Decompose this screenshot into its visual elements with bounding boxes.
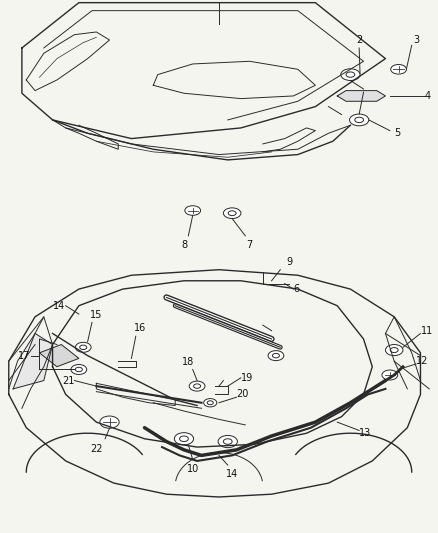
Circle shape [218, 435, 237, 448]
Circle shape [75, 342, 91, 352]
Text: 9: 9 [286, 257, 292, 267]
Text: 6: 6 [293, 284, 300, 294]
Text: 8: 8 [181, 240, 187, 250]
Text: 15: 15 [90, 310, 102, 320]
Text: 5: 5 [394, 128, 400, 138]
Circle shape [71, 365, 87, 375]
Circle shape [350, 114, 369, 126]
Text: 7: 7 [247, 240, 253, 250]
Text: 17: 17 [18, 351, 31, 361]
Circle shape [341, 69, 360, 80]
Polygon shape [337, 91, 385, 101]
Text: 21: 21 [62, 376, 74, 385]
Text: 22: 22 [90, 445, 102, 454]
Text: 19: 19 [241, 373, 253, 383]
Circle shape [382, 370, 398, 380]
Text: 14: 14 [53, 301, 66, 311]
Circle shape [391, 64, 406, 74]
Text: 16: 16 [134, 324, 146, 334]
Polygon shape [13, 334, 53, 389]
Text: 18: 18 [182, 357, 194, 367]
Text: 12: 12 [416, 356, 428, 366]
Text: 11: 11 [420, 326, 433, 336]
Text: 10: 10 [187, 464, 199, 474]
Text: 2: 2 [356, 35, 362, 45]
Text: 4: 4 [425, 91, 431, 101]
Text: 3: 3 [413, 35, 419, 45]
Circle shape [174, 433, 194, 445]
Circle shape [204, 399, 217, 407]
Polygon shape [39, 344, 79, 367]
Circle shape [268, 351, 284, 361]
Circle shape [100, 416, 119, 428]
Circle shape [189, 381, 205, 391]
Text: 20: 20 [237, 390, 249, 399]
Text: 13: 13 [359, 428, 371, 438]
Circle shape [185, 206, 201, 215]
Text: 14: 14 [226, 469, 238, 479]
Circle shape [385, 344, 403, 356]
Circle shape [223, 208, 241, 219]
